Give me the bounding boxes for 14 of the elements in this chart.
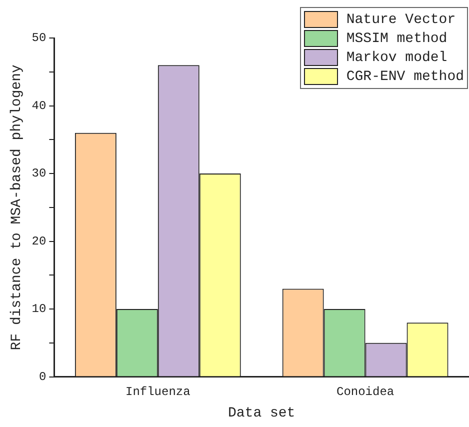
x-axis-title: Data set (228, 405, 296, 422)
y-tick-label: 20 (32, 234, 46, 248)
x-tick-label: Influenza (125, 385, 190, 400)
y-tick-label: 30 (32, 166, 46, 181)
y-tick-label: 50 (32, 31, 46, 46)
y-axis-title: RF distance to MSA-based phylogeny (9, 64, 26, 350)
legend-label: MSSIM method (346, 30, 448, 46)
y-tick-label: 40 (32, 98, 46, 113)
y-tick-label: 10 (32, 302, 46, 316)
y-tick-label: 0 (39, 370, 46, 384)
legend-label: Markov model (346, 50, 448, 66)
legend-label: Nature Vector (346, 12, 456, 28)
legend-label: CGR-ENV method (346, 68, 464, 84)
x-tick-label: Conoidea (336, 385, 394, 400)
